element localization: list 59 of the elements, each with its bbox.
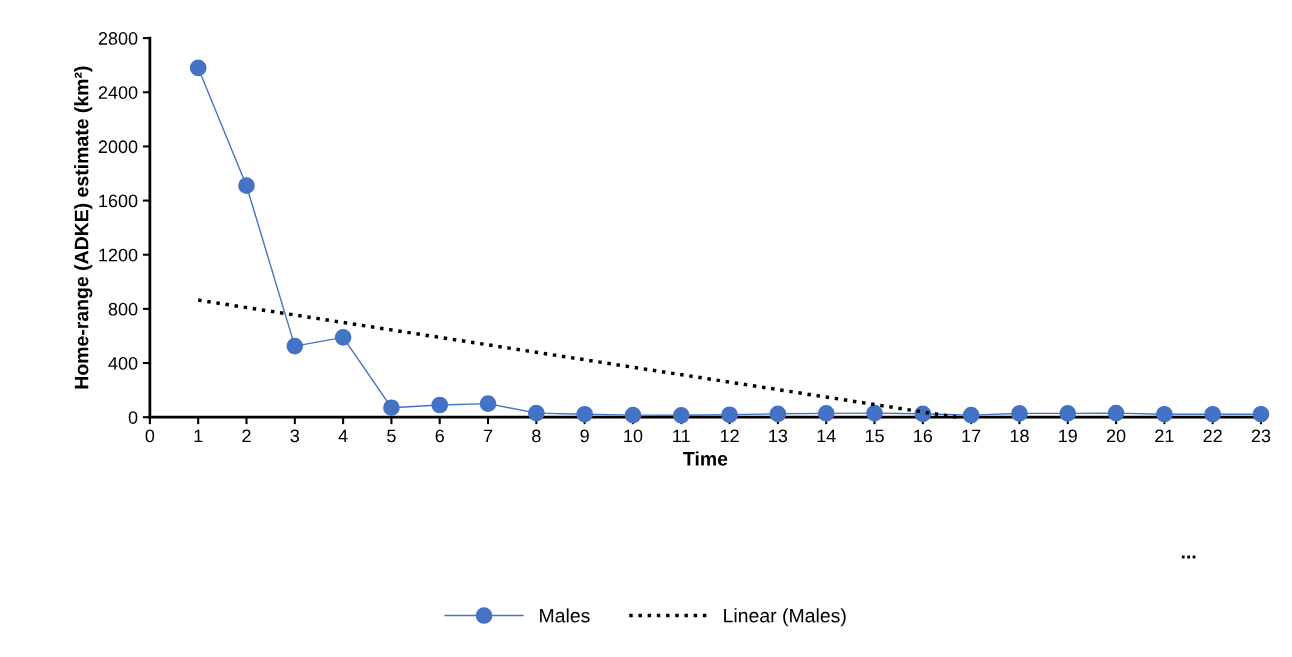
point <box>1011 405 1028 422</box>
y-tick-label: 0 <box>128 411 138 424</box>
x-tick-label: 16 <box>914 429 933 443</box>
x-tick-label: 15 <box>865 429 884 443</box>
point <box>431 396 449 414</box>
x-tick-label: 5 <box>387 429 396 443</box>
point <box>769 405 787 423</box>
y-axis-title: Home-range (ADKE) estimate (km²) <box>74 66 93 389</box>
x-tick-label: 9 <box>580 429 589 443</box>
y-tick-label: 400 <box>108 356 138 370</box>
y-tick-label: 1200 <box>99 248 138 262</box>
point <box>334 328 352 346</box>
point <box>238 177 255 195</box>
x-tick-label: 3 <box>290 429 300 443</box>
y-tick-label: 1600 <box>99 194 138 208</box>
x-tick-label: 23 <box>1251 429 1271 443</box>
point <box>817 405 835 422</box>
point <box>672 406 690 424</box>
point <box>866 404 883 422</box>
text: ... <box>1181 555 1196 559</box>
x-tick-label: 17 <box>962 429 981 443</box>
x-tick-label: 4 <box>338 429 348 443</box>
legend-label: Males <box>540 608 590 623</box>
y-tick-label: 800 <box>108 302 138 316</box>
y-tick-label: 2400 <box>98 86 138 99</box>
x-tick-label: 18 <box>1010 429 1029 443</box>
x-tick-label: 2 <box>242 429 251 443</box>
x-tick-label: 11 <box>673 429 690 443</box>
point <box>721 406 738 424</box>
x-tick-label: 1 <box>194 429 203 443</box>
x-tick-label: 6 <box>435 429 444 443</box>
x-tick-label: 12 <box>720 429 739 443</box>
point <box>624 406 642 424</box>
x-tick-label: 13 <box>769 429 788 443</box>
x-tick-label: 8 <box>532 429 541 443</box>
point <box>528 404 545 422</box>
x-tick-label: 14 <box>817 429 836 443</box>
point <box>576 405 593 423</box>
point <box>1204 405 1222 423</box>
point <box>286 337 304 355</box>
point <box>383 399 400 417</box>
y-tick-label: 2000 <box>98 140 138 154</box>
point <box>1059 405 1077 422</box>
x-axis-title: Time <box>683 451 728 466</box>
x-tick-label: 19 <box>1059 429 1077 443</box>
x-tick-label: 10 <box>624 429 643 443</box>
y-tick-label: 2800 <box>98 32 138 45</box>
point <box>1107 404 1125 422</box>
x-tick-label: 20 <box>1106 429 1126 443</box>
legend-label: Linear (Males) <box>724 608 846 627</box>
point <box>189 59 207 77</box>
x-tick-label: 22 <box>1203 429 1222 443</box>
x-tick-label: 7 <box>483 429 493 443</box>
x-tick-label: 0 <box>145 429 155 443</box>
point <box>1156 405 1173 423</box>
point <box>962 406 980 424</box>
point <box>479 395 497 412</box>
point <box>1252 405 1270 423</box>
x-tick-label: 21 <box>1155 429 1174 443</box>
